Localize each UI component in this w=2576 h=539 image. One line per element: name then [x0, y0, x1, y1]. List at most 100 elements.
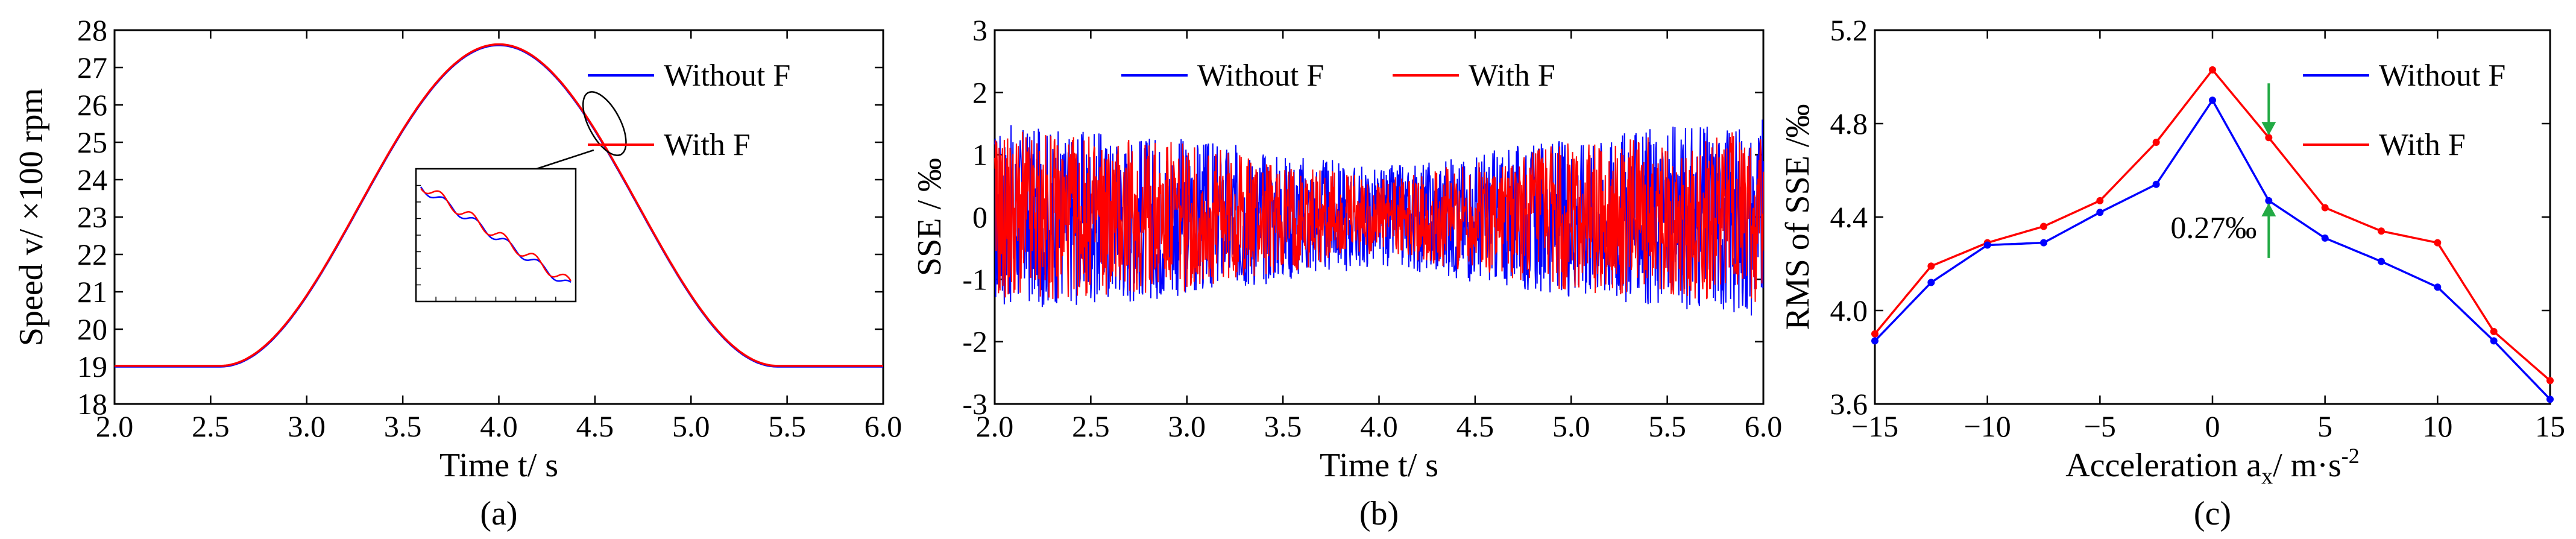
x-tick-label: 6.0	[864, 409, 902, 443]
y-axis-label: SSE / ‰	[911, 158, 948, 276]
y-tick-label: 21	[77, 275, 107, 309]
y-tick-label: 26	[77, 88, 107, 122]
data-point-with-f	[1927, 262, 1935, 270]
y-tick-label: 22	[77, 238, 107, 271]
y-tick-label: 3	[972, 13, 987, 47]
y-tick-label: 4.0	[1830, 294, 1868, 327]
y-tick-label: -2	[962, 325, 987, 359]
data-point-with-f	[2378, 227, 2385, 235]
y-tick-label: 25	[77, 125, 107, 159]
x-tick-label: 5.0	[1552, 409, 1590, 443]
data-point-with-f	[2209, 66, 2216, 74]
panel-label: (b)	[1359, 495, 1399, 532]
panel-c-rms-chart: −15 −10 −5 0 5 10 15 3.6 4.0 4.4 4.8 5.2 0.27‰ Withou…	[1779, 13, 2565, 532]
inset-frame	[415, 168, 577, 303]
x-tick-label: 4.5	[576, 409, 614, 443]
x-tick-label: 3.5	[1264, 409, 1302, 443]
x-tick-label: 5.0	[672, 409, 710, 443]
data-point-with-f	[2546, 377, 2554, 385]
y-tick-label: 23	[77, 200, 107, 234]
x-tick-label: 3.0	[288, 409, 326, 443]
y-tick-label: 18	[77, 387, 107, 421]
y-tick-label: 1	[972, 138, 987, 172]
y-tick-label: 2	[972, 75, 987, 109]
x-tick-label: 5	[2317, 409, 2332, 443]
data-point-with-f	[2434, 239, 2442, 247]
data-point-with-f	[2265, 134, 2273, 142]
x-axis-label-main: Acceleration a	[2065, 447, 2261, 484]
y-tick-label: 4.4	[1830, 200, 1868, 234]
legend-label: With F	[2379, 128, 2466, 162]
x-axis-label: Acceleration ax/ m·s-2	[2065, 444, 2359, 489]
x-axis-label-superscript: -2	[2341, 444, 2360, 468]
x-axis-label: Time t/ s	[1320, 447, 1438, 484]
x-tick-label: 3.5	[384, 409, 422, 443]
x-tick-label: 4.5	[1456, 409, 1494, 443]
series-noise-with-f	[994, 131, 1764, 302]
panel-label: (c)	[2194, 495, 2231, 532]
data-point-without-f	[2265, 197, 2273, 204]
panel-a-speed-chart: 2.0 2.5 3.0 3.5 4.0 4.5 5.0 5.5 6.01819202122232…	[13, 13, 902, 532]
data-point-with-f	[2096, 197, 2104, 204]
y-tick-label: 20	[77, 312, 107, 346]
data-point-with-f	[2490, 327, 2498, 335]
x-tick-label: 4.0	[1360, 409, 1398, 443]
data-point-with-f	[2152, 139, 2160, 146]
data-point-without-f	[1983, 241, 1991, 249]
data-point-without-f	[2096, 209, 2104, 216]
x-axis-label-unit: / m·s	[2273, 447, 2341, 484]
y-tick-label: 3.6	[1830, 387, 1868, 421]
y-tick-label: -1	[962, 262, 987, 296]
y-tick-label: -3	[962, 387, 987, 421]
data-point-with-f	[1871, 330, 1878, 338]
x-tick-label: 6.0	[1745, 409, 1783, 443]
data-point-without-f	[2434, 283, 2442, 291]
data-point-without-f	[2040, 239, 2047, 247]
y-tick-label: 0	[972, 200, 987, 234]
x-tick-label: 2.5	[192, 409, 230, 443]
x-tick-label: 0	[2205, 409, 2220, 443]
x-axis-label-subscript: x	[2261, 464, 2273, 489]
y-axis-label: Speed v/ ×100 rpm	[13, 88, 50, 346]
x-tick-label: −15	[1851, 409, 1898, 443]
y-tick-label: 5.2	[1830, 13, 1868, 47]
data-point-without-f	[2546, 396, 2554, 403]
x-tick-label: −10	[1964, 409, 2011, 443]
data-point-with-f	[2321, 204, 2329, 212]
data-point-without-f	[1927, 279, 1935, 286]
y-tick-label: 4.8	[1830, 107, 1868, 140]
data-point-with-f	[2040, 222, 2047, 230]
x-tick-label: −5	[2084, 409, 2116, 443]
x-tick-label: 2.5	[1072, 409, 1110, 443]
legend-label: With F	[664, 128, 751, 162]
data-point-without-f	[2152, 180, 2160, 188]
data-point-without-f	[2321, 234, 2329, 242]
y-tick-label: 27	[77, 51, 107, 84]
annotation-arrowhead-up	[2261, 203, 2276, 216]
panel-b-sse-chart: 2.0 2.5 3.0 3.5 4.0 4.5 5.0 5.5 6.0 -3 -2 -1 0 1 2 3 Wit…	[911, 13, 1782, 532]
data-point-without-f	[1871, 337, 1878, 345]
inset-line-with-f	[420, 188, 572, 282]
panel-label: (a)	[480, 495, 517, 532]
zoom-ellipse	[582, 91, 627, 156]
zoom-connector	[536, 149, 594, 170]
x-tick-label: 3.0	[1168, 409, 1206, 443]
legend-label: Without F	[664, 58, 790, 93]
series-line-with-f	[115, 43, 883, 367]
data-point-without-f	[2209, 96, 2216, 104]
y-axis-label: RMS of SSE /‰	[1779, 104, 1816, 330]
x-tick-label: 10	[2422, 409, 2452, 443]
data-point-without-f	[2378, 257, 2385, 265]
x-tick-label: 15	[2535, 409, 2565, 443]
y-tick-label: 24	[77, 163, 107, 197]
x-axis-label: Time t/ s	[439, 447, 558, 484]
legend-label: Without F	[1197, 58, 1324, 93]
x-tick-label: 2.0	[976, 409, 1014, 443]
x-tick-label: 2.0	[96, 409, 134, 443]
annotation-arrowhead-down	[2261, 122, 2276, 136]
y-tick-label: 28	[77, 13, 107, 47]
annotation-text: 0.27‰	[2170, 211, 2256, 245]
legend-label: Without F	[2379, 58, 2505, 93]
x-tick-label: 5.5	[1648, 409, 1686, 443]
